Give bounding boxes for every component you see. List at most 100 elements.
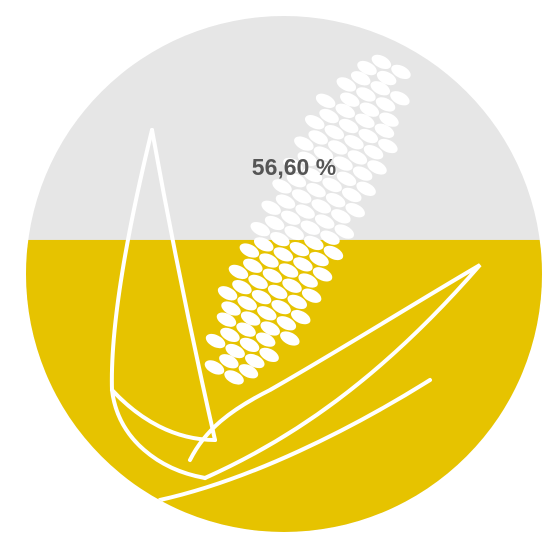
kernel (225, 343, 245, 359)
kernel (378, 138, 398, 154)
kernel (322, 177, 342, 193)
kernel (302, 167, 323, 183)
leaf-lower (158, 378, 432, 502)
kernel (347, 150, 368, 165)
kernel (282, 278, 302, 293)
cob (204, 54, 411, 385)
kernel (255, 332, 276, 347)
kernel (248, 274, 268, 290)
kernel (238, 364, 259, 379)
kernel (251, 289, 272, 305)
kernel (286, 173, 307, 188)
kernel (336, 77, 357, 92)
kernel (309, 251, 329, 267)
kernel (311, 199, 331, 214)
kernel (358, 128, 379, 144)
kernel (261, 200, 281, 215)
kernel (320, 230, 340, 245)
kernel (262, 268, 283, 283)
kernel (250, 221, 270, 237)
kernel (275, 194, 296, 209)
kernel (313, 146, 334, 161)
kernel (232, 279, 252, 295)
kernel (314, 214, 335, 229)
kernel (298, 273, 318, 288)
leaves (109, 128, 482, 502)
kernel (283, 157, 303, 173)
kernel (301, 288, 322, 303)
kernel (363, 145, 384, 160)
kernel (243, 258, 263, 273)
kernel (267, 284, 288, 300)
kernel (272, 179, 292, 194)
kernel (344, 135, 364, 150)
kernel (350, 71, 371, 86)
kernel (239, 243, 260, 258)
kernel (294, 136, 314, 151)
kernel (284, 225, 304, 241)
kernel (359, 102, 380, 117)
kernel (264, 215, 285, 231)
kernel (324, 125, 345, 140)
kernel (391, 64, 411, 80)
kernel (370, 81, 391, 96)
kernel (228, 264, 249, 280)
kernel (341, 187, 362, 203)
kernel (259, 347, 279, 363)
kernel (278, 263, 299, 278)
kernel (334, 224, 355, 239)
kernel (204, 360, 225, 375)
kernel (280, 210, 301, 225)
leaf-left (109, 128, 207, 480)
kernel (376, 70, 397, 86)
kernel (315, 93, 336, 108)
kernel (257, 306, 277, 321)
kernel (260, 321, 280, 336)
kernel (290, 309, 311, 325)
kernel (379, 112, 399, 127)
kernel (356, 87, 376, 102)
kernel (297, 151, 318, 166)
kernel (340, 92, 360, 107)
kernel (270, 231, 290, 247)
kernel (304, 115, 325, 130)
kernel (273, 247, 294, 262)
kernel (259, 253, 279, 268)
kernel (306, 183, 326, 198)
leaf-right (188, 263, 482, 480)
kernel (323, 245, 344, 261)
kernel (271, 299, 291, 315)
kernel (390, 91, 410, 106)
kernel (295, 204, 315, 219)
kernel (325, 193, 346, 208)
value-label: 56,60 % (251, 154, 337, 180)
kernel (276, 316, 297, 331)
kernel (338, 118, 359, 134)
kernel (293, 257, 313, 272)
kernel (221, 301, 241, 316)
kernel (304, 235, 324, 251)
kernel (308, 130, 328, 145)
kernel (319, 108, 339, 124)
kernel (356, 181, 376, 196)
kernel (331, 209, 351, 224)
kernel (236, 322, 256, 337)
kernel (345, 203, 365, 218)
kernel (328, 140, 348, 155)
kernel (312, 267, 333, 282)
kernel (287, 294, 308, 310)
kernel (352, 166, 373, 181)
kernel (245, 353, 265, 369)
kernel (367, 160, 387, 175)
kernel (375, 97, 396, 112)
kernel (239, 337, 260, 353)
kernel (371, 54, 392, 70)
kernel (280, 331, 300, 346)
kernel (205, 333, 226, 349)
kernel (240, 311, 261, 326)
kernel (217, 286, 238, 301)
kernel (357, 60, 377, 76)
